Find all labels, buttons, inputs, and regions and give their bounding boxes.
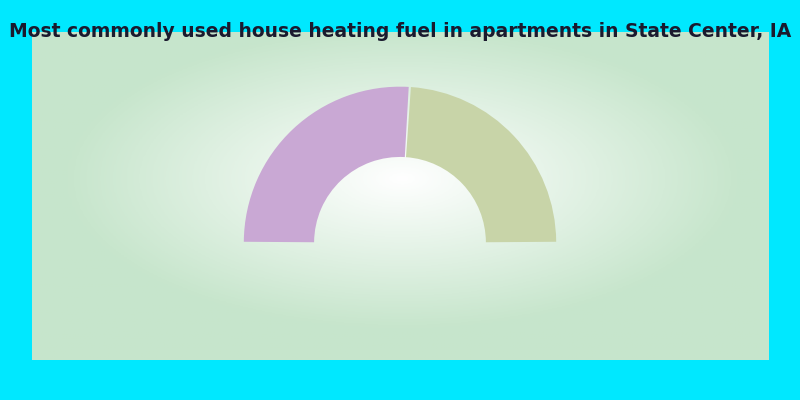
Wedge shape <box>406 87 556 242</box>
Wedge shape <box>244 87 409 242</box>
Text: Most commonly used house heating fuel in apartments in State Center, IA: Most commonly used house heating fuel in… <box>9 22 791 41</box>
